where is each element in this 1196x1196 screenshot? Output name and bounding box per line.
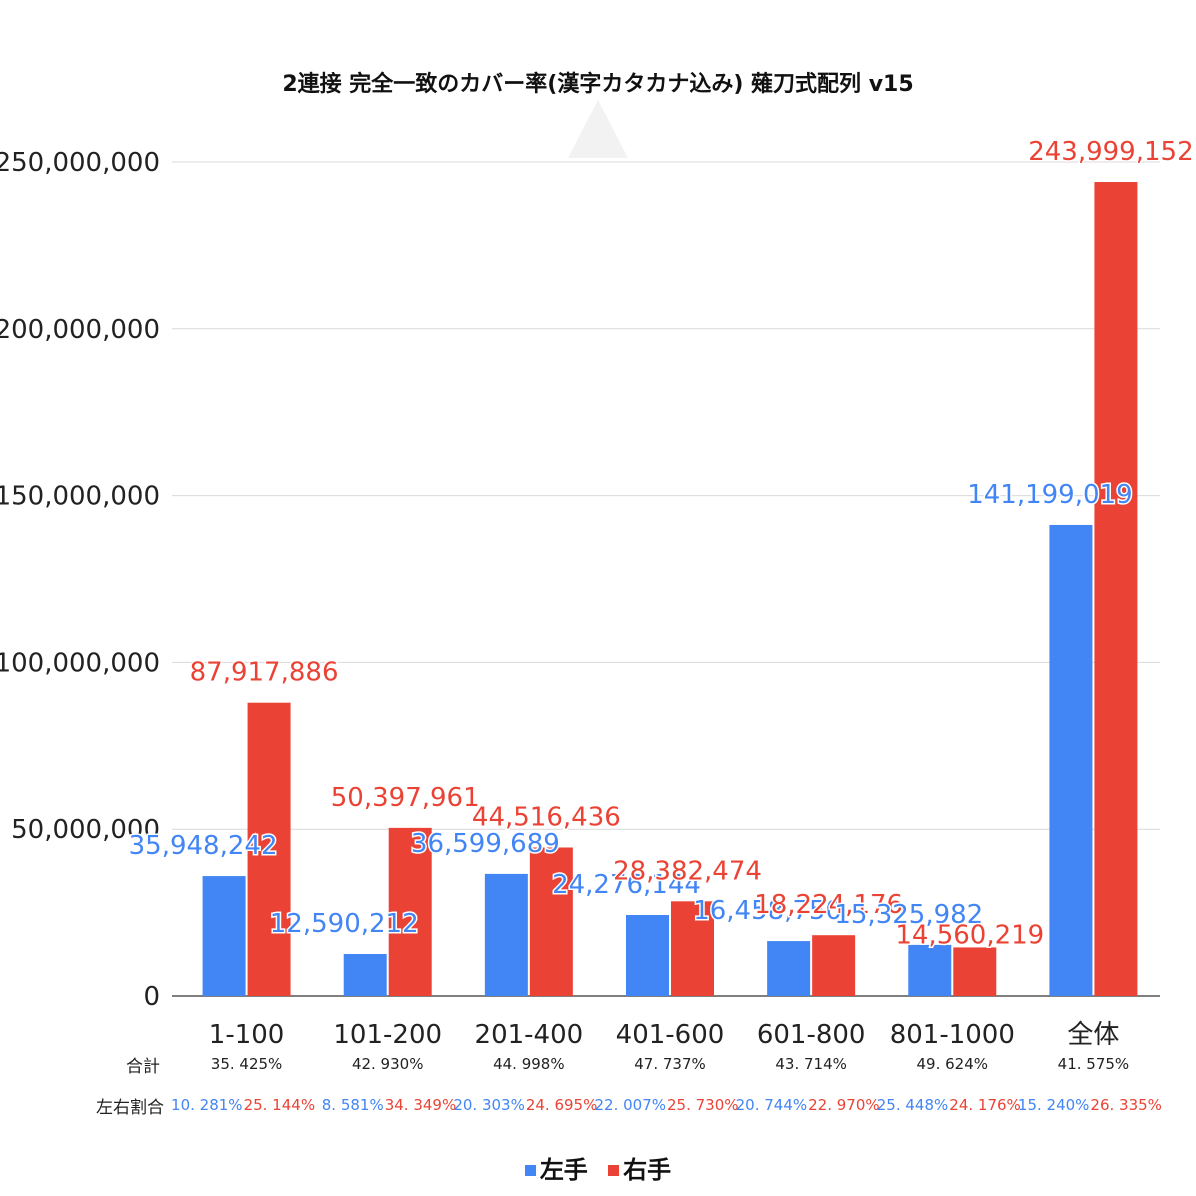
bar-left <box>343 953 387 996</box>
bar-left <box>202 876 246 996</box>
right-ratio: 24. 176% <box>949 1096 1021 1114</box>
y-tick-label: 0 <box>143 982 160 1012</box>
bar-right <box>1094 182 1138 997</box>
right-ratio: 25. 144% <box>243 1096 316 1114</box>
total-value: 47. 737% <box>634 1055 706 1073</box>
total-value: 35. 425% <box>210 1055 283 1073</box>
bar-right <box>247 702 291 996</box>
left-ratio: 22. 007% <box>594 1096 666 1114</box>
x-tick-label: 1-100 <box>209 1020 285 1050</box>
right-ratio: 24. 695% <box>525 1096 598 1114</box>
data-label-right: 44,516,436 <box>472 802 621 832</box>
data-label-left: 35,948,242 <box>129 831 278 861</box>
bar-left <box>626 915 669 996</box>
left-ratio: 8. 581% <box>321 1096 384 1114</box>
x-tick-label: 401-600 <box>616 1020 725 1050</box>
legend-left-swatch <box>524 1164 536 1176</box>
legend-left: 左手 <box>524 1156 588 1184</box>
data-label-right: 14,560,219 <box>895 920 1044 950</box>
data-label-right: 87,917,886 <box>190 658 339 688</box>
data-label-left: 16,458,750 <box>693 896 842 926</box>
legend-left-label: 左手 <box>539 1156 588 1184</box>
y-tick-label: 200,000,000 <box>0 315 160 345</box>
left-ratio: 20. 303% <box>453 1096 525 1114</box>
ratio-row-label: 左右割合 <box>96 1098 164 1118</box>
legend-right: 右手 <box>608 1156 671 1184</box>
data-label-right: 18,224,176 <box>754 890 903 920</box>
left-ratio: 25. 448% <box>876 1096 949 1114</box>
y-tick-label: 50,000,000 <box>11 815 160 845</box>
data-label-right: 28,382,474 <box>613 856 762 886</box>
legend-right-swatch <box>608 1164 620 1176</box>
total-value: 41. 575% <box>1057 1055 1130 1073</box>
left-ratio: 20. 744% <box>735 1096 808 1114</box>
data-label-left: 12,590,212 <box>270 909 419 939</box>
bar-right <box>671 901 714 996</box>
bar-left <box>1049 524 1093 996</box>
x-tick-label: 201-400 <box>475 1020 584 1050</box>
x-tick-label: 101-200 <box>333 1020 442 1050</box>
data-label-left: 15,325,982 <box>834 900 983 930</box>
left-ratio: 15. 240% <box>1017 1096 1090 1114</box>
bar-left <box>484 873 528 996</box>
x-tick-label: 全体 <box>1067 1020 1119 1050</box>
data-label-left: 24,276,144 <box>552 870 701 900</box>
y-tick-label: 100,000,000 <box>0 648 160 678</box>
right-ratio: 26. 335% <box>1090 1096 1162 1114</box>
y-tick-label: 250,000,000 <box>0 148 160 178</box>
left-ratio: 10. 281% <box>171 1096 243 1114</box>
legend-right-label: 右手 <box>623 1156 672 1184</box>
data-label-left: 36,599,689 <box>411 829 560 859</box>
bar-left <box>908 944 952 996</box>
bar-right <box>529 847 573 996</box>
y-tick-label: 150,000,000 <box>0 482 160 512</box>
chart-title: 2連接 完全一致のカバー率(漢字カタカナ込み) 薙刀式配列 v15 <box>282 72 914 97</box>
right-ratio: 22. 970% <box>808 1096 880 1114</box>
x-tick-label: 801-1000 <box>890 1020 1015 1050</box>
bar-left <box>767 941 811 996</box>
x-tick-label: 601-800 <box>757 1020 866 1050</box>
bar-right <box>812 935 856 996</box>
total-value: 44. 998% <box>493 1055 565 1073</box>
total-value: 43. 714% <box>775 1055 847 1073</box>
total-value: 49. 624% <box>916 1055 989 1073</box>
right-ratio: 34. 349% <box>384 1096 457 1114</box>
data-label-right: 243,999,152 <box>1028 137 1193 167</box>
data-label-left: 141,199,019 <box>967 480 1132 510</box>
total-value: 42. 930% <box>351 1055 424 1073</box>
watermark-triangle <box>568 100 628 158</box>
legend: 左手 右手 <box>0 1150 1196 1185</box>
data-label-right: 50,397,961 <box>331 783 480 813</box>
bar-right <box>388 827 432 996</box>
right-ratio: 25. 730% <box>667 1096 739 1114</box>
total-row-label: 合計 <box>126 1057 160 1077</box>
bar-right <box>953 947 997 996</box>
